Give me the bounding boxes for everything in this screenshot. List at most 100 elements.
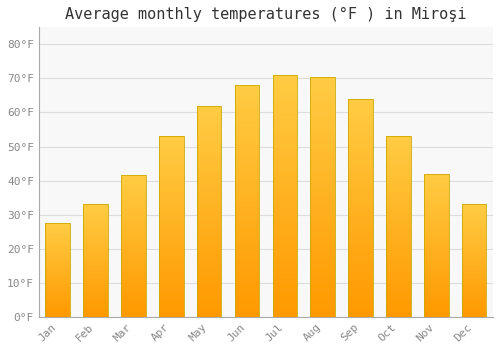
Bar — [197, 152, 222, 156]
Bar — [310, 206, 335, 211]
Bar — [121, 254, 146, 258]
Bar — [424, 311, 448, 314]
Bar — [272, 201, 297, 205]
Bar — [234, 243, 260, 247]
Bar — [386, 256, 410, 259]
Bar — [234, 108, 260, 113]
Bar — [424, 180, 448, 182]
Bar — [197, 118, 222, 122]
Bar — [386, 277, 410, 281]
Bar — [462, 310, 486, 312]
Bar — [386, 226, 410, 230]
Bar — [234, 164, 260, 169]
Bar — [159, 169, 184, 173]
Bar — [84, 204, 108, 317]
Bar — [46, 223, 70, 317]
Bar — [272, 148, 297, 152]
Bar — [386, 194, 410, 198]
Bar — [121, 260, 146, 263]
Bar — [84, 211, 108, 213]
Bar — [462, 218, 486, 220]
Bar — [46, 261, 70, 262]
Bar — [348, 212, 373, 217]
Bar — [424, 199, 448, 202]
Bar — [46, 278, 70, 279]
Bar — [84, 218, 108, 220]
Bar — [197, 156, 222, 161]
Bar — [310, 134, 335, 139]
Bar — [159, 223, 184, 226]
Bar — [462, 247, 486, 249]
Bar — [197, 287, 222, 292]
Bar — [197, 198, 222, 203]
Bar — [424, 294, 448, 297]
Bar — [84, 303, 108, 306]
Bar — [121, 215, 146, 218]
Bar — [121, 193, 146, 195]
Bar — [272, 172, 297, 176]
Bar — [197, 304, 222, 308]
Bar — [121, 218, 146, 221]
Bar — [121, 190, 146, 193]
Bar — [386, 252, 410, 255]
Bar — [46, 309, 70, 311]
Bar — [159, 216, 184, 219]
Bar — [84, 254, 108, 256]
Bar — [386, 284, 410, 288]
Bar — [159, 234, 184, 237]
Bar — [386, 292, 410, 295]
Bar — [272, 85, 297, 90]
Bar — [159, 212, 184, 216]
Bar — [424, 194, 448, 197]
Bar — [310, 302, 335, 307]
Bar — [46, 289, 70, 290]
Bar — [310, 307, 335, 312]
Bar — [272, 268, 297, 273]
Bar — [386, 173, 410, 176]
Bar — [462, 204, 486, 206]
Bar — [424, 211, 448, 214]
Bar — [310, 115, 335, 120]
Bar — [424, 237, 448, 239]
Bar — [424, 174, 448, 177]
Bar — [424, 222, 448, 225]
Bar — [272, 225, 297, 230]
Bar — [348, 225, 373, 230]
Bar — [234, 219, 260, 224]
Bar — [159, 245, 184, 248]
Bar — [197, 283, 222, 287]
Bar — [272, 239, 297, 244]
Bar — [46, 287, 70, 289]
Bar — [348, 295, 373, 299]
Bar — [310, 110, 335, 115]
Bar — [348, 147, 373, 151]
Bar — [84, 245, 108, 247]
Bar — [197, 245, 222, 249]
Bar — [272, 186, 297, 191]
Bar — [84, 306, 108, 308]
Bar — [272, 128, 297, 133]
Bar — [121, 175, 146, 178]
Bar — [462, 222, 486, 225]
Bar — [197, 139, 222, 144]
Bar — [386, 136, 410, 317]
Bar — [159, 136, 184, 317]
Bar — [46, 307, 70, 309]
Bar — [84, 265, 108, 267]
Bar — [197, 262, 222, 266]
Bar — [197, 232, 222, 237]
Bar — [348, 273, 373, 278]
Bar — [159, 205, 184, 209]
Bar — [272, 157, 297, 162]
Bar — [272, 191, 297, 196]
Bar — [386, 140, 410, 143]
Bar — [84, 294, 108, 296]
Bar — [310, 240, 335, 245]
Bar — [462, 315, 486, 317]
Bar — [46, 251, 70, 253]
Bar — [121, 294, 146, 297]
Bar — [234, 275, 260, 280]
Bar — [272, 264, 297, 268]
Bar — [84, 274, 108, 276]
Bar — [159, 230, 184, 234]
